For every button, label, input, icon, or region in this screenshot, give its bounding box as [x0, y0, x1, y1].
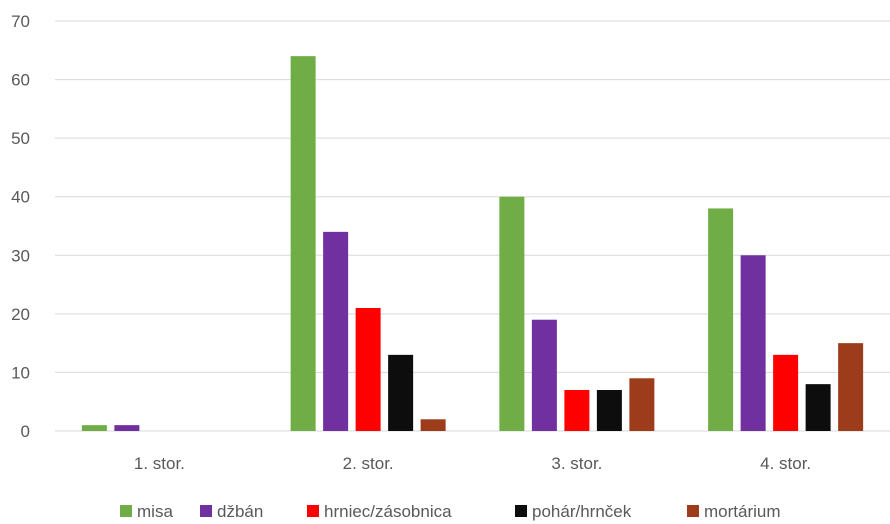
bar-d-b-n-3	[531, 319, 557, 431]
bar-mort-rium-2	[420, 419, 446, 431]
legend-item: mortárium	[687, 502, 781, 521]
bar-d-b-n-1	[114, 425, 140, 431]
legend-label: džbán	[217, 502, 263, 521]
y-tick-label: 10	[11, 363, 30, 382]
bars	[81, 56, 864, 432]
bar-d-b-n-4	[740, 255, 766, 431]
bar-misa-4	[708, 208, 734, 431]
legend-swatch	[307, 505, 319, 517]
legend-item: pohár/hrnček	[515, 502, 632, 521]
bar-mort-rium-4	[838, 343, 864, 431]
legend-swatch	[687, 505, 699, 517]
y-tick-label: 50	[11, 129, 30, 148]
legend-label: pohár/hrnček	[532, 502, 632, 521]
bar-misa-1	[81, 425, 107, 431]
legend-swatch	[200, 505, 212, 517]
bar-hrniec-z-sobnica-3	[564, 390, 590, 431]
y-tick-label: 40	[11, 188, 30, 207]
legend-label: misa	[137, 502, 173, 521]
y-tick-label: 60	[11, 71, 30, 90]
legend-label: mortárium	[704, 502, 781, 521]
legend-item: misa	[120, 502, 173, 521]
y-tick-label: 20	[11, 305, 30, 324]
y-tick-label: 0	[21, 422, 30, 441]
legend-swatch	[515, 505, 527, 517]
y-axis-tick-labels: 0 10 20 30 40 50 60 70	[11, 12, 30, 441]
legend-swatch	[120, 505, 132, 517]
bar-poh-r-hrn-ek-2	[388, 354, 414, 431]
bar-misa-2	[290, 56, 316, 432]
x-category-label: 4. stor.	[760, 454, 811, 473]
gridlines	[55, 20, 890, 432]
legend-label: hrniec/zásobnica	[324, 502, 452, 521]
bar-hrniec-z-sobnica-4	[773, 354, 799, 431]
x-category-label: 3. stor.	[551, 454, 602, 473]
x-axis-category-labels: 1. stor. 2. stor. 3. stor. 4. stor.	[134, 454, 811, 473]
bar-poh-r-hrn-ek-3	[596, 390, 622, 431]
y-tick-label: 30	[11, 246, 30, 265]
bar-d-b-n-2	[323, 231, 349, 431]
legend-item: hrniec/zásobnica	[307, 502, 452, 521]
bar-misa-3	[499, 196, 525, 431]
legend-item: džbán	[200, 502, 263, 521]
bar-mort-rium-3	[629, 378, 655, 431]
bar-poh-r-hrn-ek-4	[805, 384, 831, 431]
bar-hrniec-z-sobnica-2	[355, 308, 381, 431]
legend: misa džbán hrniec/zásobnica pohár/hrnček mor…	[120, 502, 781, 521]
x-category-label: 2. stor.	[343, 454, 394, 473]
y-tick-label: 70	[11, 12, 30, 31]
x-category-label: 1. stor.	[134, 454, 185, 473]
